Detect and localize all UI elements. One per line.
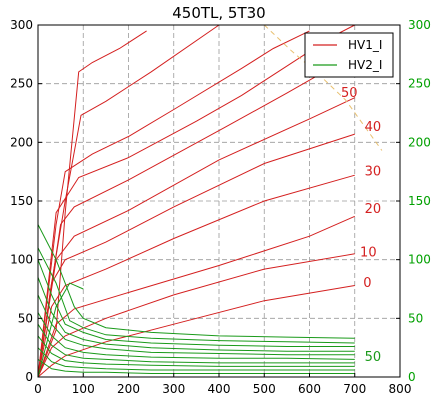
hv2-series-line — [37, 247, 355, 344]
curve-label: 40 — [365, 120, 382, 135]
x-tick-label: 800 — [389, 382, 412, 396]
curve-label: 30 — [365, 164, 382, 179]
hv1-series-line — [37, 215, 356, 378]
y2-tick-label: 100 — [408, 253, 431, 267]
x-tick-label: 0 — [34, 382, 42, 396]
y-tick-label: 300 — [10, 18, 33, 32]
y-tick-label: 50 — [18, 311, 33, 325]
x-tick-label: 200 — [117, 382, 140, 396]
y2-tick-label: 250 — [408, 77, 431, 91]
hv2-series-line — [37, 312, 355, 360]
y2-tick-label: 50 — [408, 311, 423, 325]
y2-tick-label: 150 — [408, 194, 431, 208]
x-tick-label: 600 — [298, 382, 321, 396]
curve-label: 10 — [360, 245, 377, 260]
hv1-series-line — [37, 285, 355, 378]
y2-tick-label: 200 — [408, 135, 431, 149]
y-tick-label: 0 — [25, 370, 33, 384]
hv1-series-line — [37, 133, 355, 378]
curve-label: 50 — [341, 86, 358, 101]
hv2-series-line — [37, 259, 355, 347]
legend-label: HV1_I — [348, 38, 382, 52]
hv2-series-line — [37, 282, 84, 378]
curve-label: 0 — [363, 276, 371, 291]
y-tick-label: 250 — [10, 77, 33, 91]
x-tick-label: 400 — [208, 382, 231, 396]
hv2-series-line — [37, 323, 355, 364]
hv2-series-line — [37, 277, 355, 352]
legend-box — [304, 32, 394, 78]
hv1-series-line — [37, 30, 147, 378]
curve-label: 50 — [365, 350, 382, 365]
hv2-series-line — [37, 294, 355, 356]
y2-tick-label: 300 — [408, 18, 431, 32]
x-tick-label: 300 — [162, 382, 185, 396]
hv1-series-line — [37, 30, 310, 378]
y-tick-label: 150 — [10, 194, 33, 208]
axis-ticks: 0 100 200 300 400 500 600 700 800050100150200250… — [10, 18, 431, 396]
curve-label: 20 — [365, 202, 382, 217]
hv1-series-line — [37, 253, 355, 378]
curve-labels: 605040302010050 — [317, 52, 381, 365]
hv1-series-line — [37, 53, 356, 378]
y-tick-label: 100 — [10, 253, 33, 267]
hv2-series-line — [37, 335, 355, 367]
y-tick-label: 200 — [10, 135, 33, 149]
hv1-series-line — [37, 174, 355, 378]
x-tick-label: 700 — [343, 382, 366, 396]
y2-tick-label: 0 — [408, 370, 416, 384]
x-tick-label: 100 — [72, 382, 95, 396]
legend-label: HV2_I — [348, 58, 382, 72]
chart-title: 450TL, 5T30 — [172, 4, 265, 22]
hv2-series-line — [37, 347, 355, 371]
legend: HV1_I HV2_I — [304, 32, 394, 78]
x-tick-label: 500 — [253, 382, 276, 396]
hv2-series-line — [37, 224, 355, 339]
